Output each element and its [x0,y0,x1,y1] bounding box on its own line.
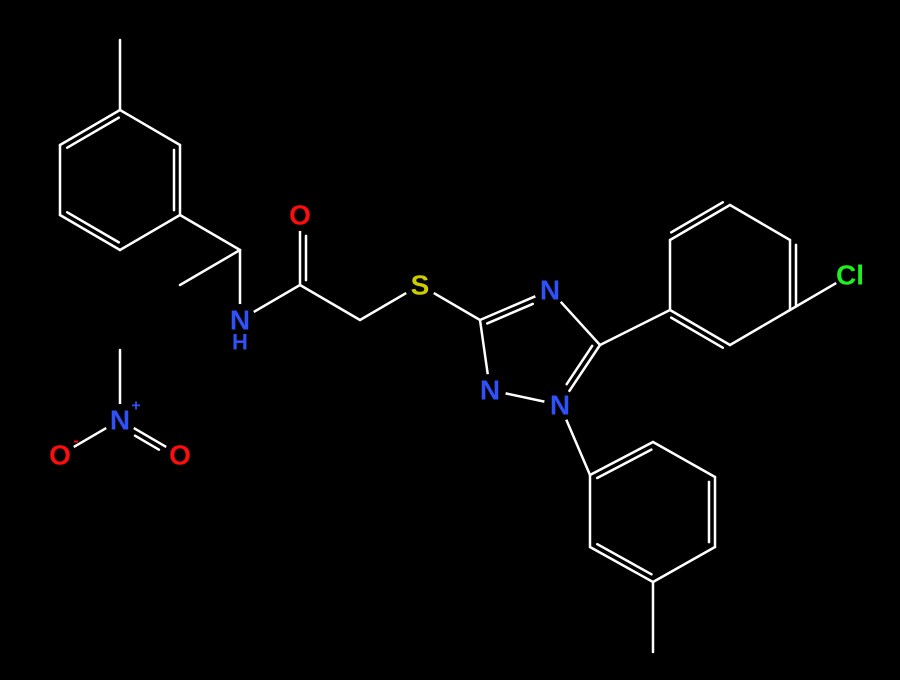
bond [506,393,545,401]
atom-label: - [73,433,78,450]
atom-label: Cl [836,260,864,291]
atom-label: O [169,440,191,471]
bond [180,250,240,285]
bond [67,118,119,148]
bond [120,215,180,250]
atom-label: N [550,390,570,421]
bond [653,442,715,477]
atom-label: O [49,440,71,471]
bond [671,318,723,348]
atom-label: H [232,330,248,355]
bond [254,285,300,312]
bond [730,205,790,240]
bond [561,302,600,345]
bond [597,450,651,478]
bond [600,310,670,345]
bond [567,346,593,384]
bond [653,547,715,582]
bond [590,547,653,582]
bond [670,205,730,240]
bond [135,436,159,450]
bond [590,442,653,475]
atom-label: S [411,270,430,301]
bond [730,310,790,345]
atom-label: N [480,375,500,406]
atom-label: O [289,200,311,231]
atom-label: N [110,405,130,436]
bond [671,202,723,232]
bond [566,420,590,475]
bond [74,428,106,447]
bond [60,110,120,145]
molecule-diagram: N+O-ONHOSNNNCl [0,0,900,680]
bond [180,215,240,250]
bond [60,215,120,250]
bond [670,310,730,345]
bond [67,212,119,242]
bond [597,544,651,574]
bond [300,285,360,320]
bond [480,296,535,320]
atom-label: + [131,398,140,415]
atom-label: N [540,275,560,306]
bond [480,320,488,374]
bond [120,110,180,145]
bond [569,345,600,392]
bond [360,293,406,320]
bond [434,293,480,320]
